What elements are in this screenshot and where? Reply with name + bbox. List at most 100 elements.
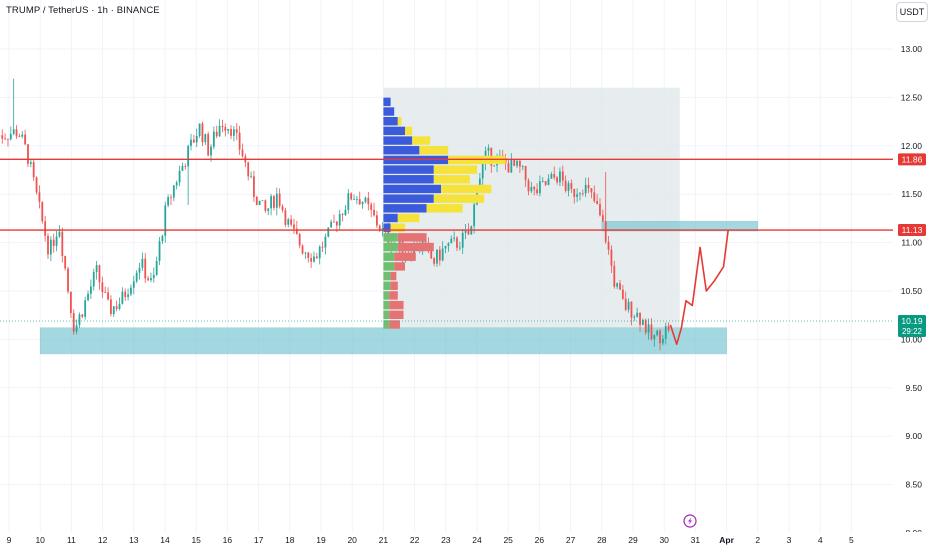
candle-body — [275, 193, 278, 208]
candle-body — [32, 162, 35, 178]
candle-body — [313, 256, 315, 262]
candle-body — [135, 272, 138, 282]
candle-body — [267, 208, 270, 211]
last-price-tag — [898, 315, 926, 338]
candlestick-series — [0, 78, 670, 351]
price-zone — [39, 327, 727, 355]
candle-body — [536, 189, 538, 194]
candle-body — [230, 128, 232, 136]
candle-body — [241, 149, 244, 157]
candle-body — [581, 193, 584, 195]
candle-body — [473, 204, 476, 227]
candle-body — [367, 197, 370, 205]
volume-profile-bar-down — [389, 310, 404, 319]
candle-body — [519, 160, 521, 167]
candle-body — [273, 196, 275, 208]
candle-body — [567, 183, 570, 191]
candle-body — [456, 237, 458, 248]
candle-body — [641, 319, 644, 325]
candle-body — [290, 219, 292, 225]
candle-body — [253, 176, 255, 197]
candle-body — [613, 265, 616, 287]
candle-body — [124, 291, 127, 297]
volume-profile-bar-down — [426, 204, 463, 213]
candle-body — [461, 232, 464, 248]
candle-body — [127, 294, 129, 297]
candle-body — [590, 188, 593, 193]
candle-body — [533, 186, 536, 190]
candle-body — [52, 239, 55, 246]
candle-body — [192, 139, 195, 143]
candle-body — [458, 247, 461, 249]
candle-body — [215, 131, 218, 137]
candle-body — [561, 171, 564, 181]
candle-body — [12, 129, 15, 134]
time-tick-label: 15 — [191, 535, 201, 545]
volume-profile-bar-up — [383, 320, 390, 329]
price-tick-label: 13.00 — [901, 44, 923, 54]
candle-body — [298, 233, 301, 246]
candle-body — [370, 204, 373, 210]
candle-body — [7, 138, 9, 140]
time-tick-label: Apr — [719, 535, 734, 545]
volume-profile-bar-up — [383, 136, 413, 145]
volume-profile-bar-up — [383, 242, 398, 252]
candle-body — [453, 237, 456, 239]
candle-body — [524, 165, 527, 181]
time-axis-bg — [0, 532, 932, 550]
candle-body — [221, 125, 224, 128]
candle-body — [92, 271, 95, 287]
time-tick-label: 20 — [347, 535, 357, 545]
price-axis[interactable]: 13.00 12.50 12.00 11.50 11.00 10.50 10.00 9.50 9… — [893, 0, 932, 550]
candle-body — [21, 134, 24, 137]
candle-body — [310, 257, 313, 262]
candle-body — [358, 199, 361, 205]
candle-body — [95, 265, 98, 272]
candle-body — [207, 134, 210, 156]
candle-body — [487, 147, 490, 151]
volume-profile-bar-up — [383, 262, 395, 271]
candle-body — [64, 256, 67, 269]
time-tick-label: 4 — [818, 535, 823, 545]
candle-body — [621, 289, 624, 299]
candle-body — [576, 194, 578, 197]
candle-body — [624, 298, 627, 310]
candle-body — [164, 205, 167, 236]
candle-body — [172, 185, 175, 198]
time-tick-label: 9 — [7, 535, 12, 545]
candle-body — [564, 180, 567, 191]
time-tick-label: 13 — [129, 535, 139, 545]
bar-countdown-label: 29:22 — [902, 327, 923, 336]
candle-body — [155, 260, 158, 275]
currency-button[interactable]: USDT — [896, 2, 928, 22]
candle-body — [327, 227, 330, 237]
candle-body — [493, 165, 496, 167]
candle-body — [1, 135, 4, 139]
candle-body — [633, 316, 636, 318]
candle-body — [636, 312, 639, 317]
time-tick-label: 30 — [659, 535, 669, 545]
candle-body — [261, 200, 264, 202]
volume-profile-bar-up — [383, 291, 390, 300]
volume-profile-bar-down — [390, 223, 405, 232]
lightning-glyph — [688, 517, 692, 525]
time-axis[interactable]: 9 10 11 12 13 14 15 16 17 18 19 20 21 22 23 24 25 26 27 28 2… — [0, 532, 932, 550]
candle-body — [355, 199, 358, 200]
candle-body — [653, 335, 656, 340]
candle-body — [87, 293, 89, 301]
candle-body — [4, 138, 6, 140]
time-tick-label: 23 — [441, 535, 451, 545]
candle-body — [596, 201, 599, 204]
volume-profile-bar-down — [397, 213, 420, 223]
volume-profile-bar-up — [383, 271, 391, 281]
candle-body — [167, 197, 170, 206]
candle-body — [481, 163, 484, 179]
candle-body — [147, 278, 149, 281]
candle-body — [373, 209, 375, 216]
candle-body — [318, 246, 321, 259]
candle-body — [293, 224, 295, 229]
candle-body — [324, 236, 327, 248]
candle-body — [433, 258, 435, 264]
candle-body — [250, 176, 252, 178]
